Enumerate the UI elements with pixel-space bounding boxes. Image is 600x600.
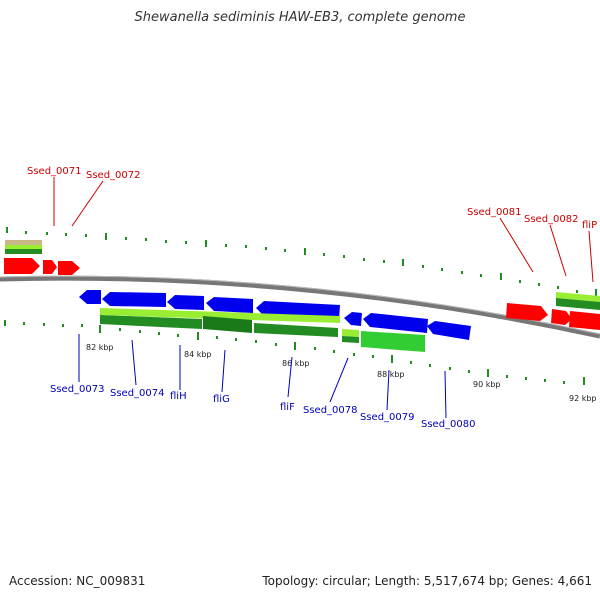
leader-ssed-0078: [329, 357, 349, 403]
upper-tick-track: [6, 227, 597, 296]
gene-ssed-0079[interactable]: [363, 313, 428, 333]
gene-label: fliH: [170, 391, 187, 402]
gene-label: Ssed_0078: [303, 405, 358, 416]
cds-block-left: [5, 240, 42, 254]
gene-ssed-0072b[interactable]: [58, 261, 80, 275]
leader-ssed-0074: [131, 339, 137, 386]
map-title: Shewanella sediminis HAW-EB3, complete g…: [134, 10, 466, 25]
cds-mid-bar: [5, 245, 42, 249]
gene-ssed-0078[interactable]: [344, 312, 362, 326]
cds-dark-bar: [556, 298, 600, 310]
genome-backbone: [0, 275, 600, 339]
gene-label: Ssed_0072: [86, 170, 141, 181]
gene-flip[interactable]: [569, 311, 600, 330]
gene-ssed-0081[interactable]: [506, 303, 548, 321]
cds-mid-bar: [361, 331, 425, 352]
gene-ssed-0071[interactable]: [4, 258, 40, 274]
gene-label: Ssed_0071: [27, 166, 82, 177]
reverse-gene-labels: Ssed_0073 Ssed_0074 fliH fliG fliF Ssed_…: [50, 384, 476, 430]
gene-label: Ssed_0074: [110, 388, 165, 399]
scale-label: 90 kbp: [473, 380, 501, 389]
cds-track-middle: [100, 308, 425, 352]
cds-light-bar: [100, 308, 340, 323]
gene-label: fliF: [280, 402, 295, 413]
cds-dark-bar: [100, 315, 202, 329]
gene-label: Ssed_0079: [360, 412, 415, 423]
leader-ssed-0081: [499, 217, 534, 273]
cds-light-bar: [556, 292, 600, 302]
cds-dark-bar: [203, 316, 252, 333]
gene-label: Ssed_0080: [421, 419, 476, 430]
gene-label: Ssed_0082: [524, 214, 579, 225]
accession-label: Accession: NC_009831: [9, 574, 146, 588]
cds-dark-bar: [5, 249, 42, 254]
gene-label: fliP: [582, 220, 597, 231]
forward-genes: [4, 258, 600, 330]
leader-ssed-0080: [444, 370, 447, 419]
gene-ssed-0073[interactable]: [79, 290, 101, 304]
leader-ssed-0072: [71, 180, 104, 227]
scale-label: 82 kbp: [86, 343, 114, 352]
gene-ssed-0072[interactable]: [43, 260, 57, 274]
gene-flig[interactable]: [206, 297, 253, 313]
topology-label: Topology: circular; Length: 5,517,674 bp…: [262, 574, 592, 588]
leader-flig: [221, 349, 226, 393]
scale-labels: 82 kbp 84 kbp 86 kbp 88 kbp 90 kbp 92 kb…: [86, 343, 597, 403]
forward-leaders: [53, 177, 594, 283]
scale-label: 84 kbp: [184, 350, 212, 359]
scale-label: 88 kbp: [377, 370, 405, 379]
leader-flip: [588, 230, 594, 283]
gene-label: Ssed_0081: [467, 207, 522, 218]
reverse-leaders: [78, 334, 447, 419]
cds-light-bar: [5, 240, 42, 245]
leader-ssed-0079: [386, 369, 390, 411]
gene-ssed-0080[interactable]: [427, 321, 471, 340]
leader-ssed-0082: [549, 224, 567, 277]
reverse-genes: [79, 290, 471, 340]
leader-flif: [287, 356, 293, 398]
gene-ssed-0074[interactable]: [102, 292, 166, 307]
forward-gene-labels: Ssed_0071 Ssed_0072 Ssed_0081 Ssed_0082 …: [27, 166, 597, 231]
scale-label: 86 kbp: [282, 359, 310, 368]
cds-dark-bar: [254, 323, 338, 337]
cds-light-bar: [342, 329, 359, 337]
scale-label: 92 kbp: [569, 394, 597, 403]
gene-flih[interactable]: [167, 295, 204, 310]
lower-tick-track: [4, 320, 585, 385]
cds-dark-bar: [342, 336, 359, 343]
cds-block-right: [556, 292, 600, 310]
gene-label: fliG: [213, 394, 230, 405]
gene-ssed-0082[interactable]: [551, 309, 572, 325]
gene-label: Ssed_0073: [50, 384, 105, 395]
